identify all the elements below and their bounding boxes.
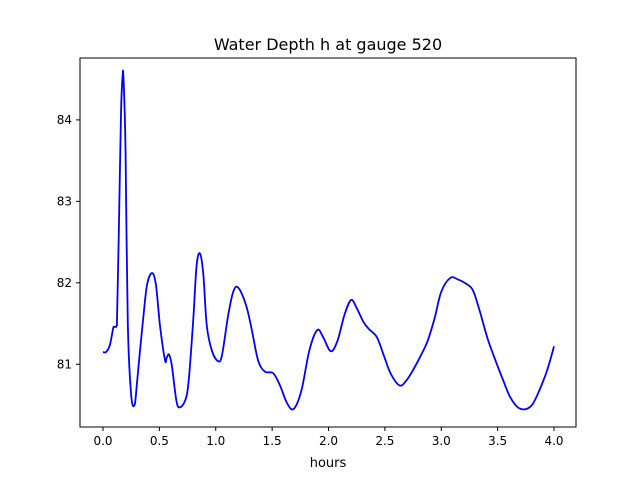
y-tick-label: 84 bbox=[57, 113, 72, 127]
x-tick-label: 4.0 bbox=[544, 434, 563, 448]
x-tick-label: 3.0 bbox=[432, 434, 451, 448]
plot-area bbox=[102, 69, 555, 411]
axes-frame bbox=[79, 57, 577, 428]
x-tick-label: 1.5 bbox=[263, 434, 282, 448]
chart-title: Water Depth h at gauge 520 bbox=[214, 35, 442, 54]
x-tick-label: 3.5 bbox=[488, 434, 507, 448]
y-tick-label: 82 bbox=[57, 276, 72, 290]
y-axis: 81 82 83 84 bbox=[57, 113, 80, 371]
y-tick-label: 83 bbox=[57, 194, 72, 208]
x-axis-label: hours bbox=[310, 456, 347, 471]
x-tick-label: 0.0 bbox=[93, 434, 112, 448]
x-tick-label: 0.5 bbox=[150, 434, 169, 448]
y-tick-label: 81 bbox=[57, 357, 72, 371]
x-tick-label: 1.0 bbox=[206, 434, 225, 448]
x-tick-label: 2.0 bbox=[319, 434, 338, 448]
series-line-h bbox=[102, 69, 555, 411]
x-axis: 0.0 0.5 1.0 1.5 2.0 2.5 3.0 3.5 4.0 bbox=[93, 427, 564, 448]
x-tick-label: 2.5 bbox=[375, 434, 394, 448]
